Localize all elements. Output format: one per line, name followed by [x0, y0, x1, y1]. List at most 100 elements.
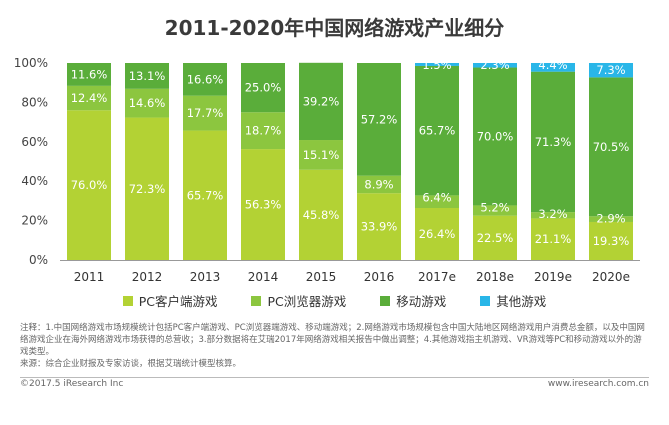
chart-legend: PC客户端游戏 PC浏览器游戏 移动游戏 其他游戏 — [0, 291, 669, 310]
data-label: 15.1% — [303, 148, 340, 162]
data-label: 17.7% — [187, 106, 224, 120]
data-label: 4.4% — [538, 58, 567, 72]
data-label: 76.0% — [71, 178, 108, 192]
legend-label: 其他游戏 — [496, 294, 547, 309]
data-label: 6.4% — [422, 190, 451, 204]
bar-segment — [589, 77, 633, 217]
bar-segment — [415, 195, 459, 208]
x-tick-label: 2019e — [534, 270, 572, 284]
bar-segment — [589, 221, 633, 260]
y-tick-label: 20% — [21, 214, 48, 228]
legend-item: 移动游戏 — [380, 291, 446, 310]
data-label: 39.2% — [303, 94, 340, 108]
data-label: 33.9% — [361, 220, 398, 234]
bar-segment — [67, 110, 111, 260]
legend-swatch — [480, 295, 491, 306]
data-label: 5.2% — [480, 200, 509, 214]
bar-segment — [299, 62, 343, 141]
source-text: 来源：综合企业财报及专家访谈，根据艾瑞统计模型核算。 — [20, 359, 242, 369]
bar-segment — [183, 130, 227, 260]
data-label: 56.3% — [245, 198, 282, 212]
bar-segment — [67, 63, 111, 86]
bar-segment — [531, 63, 575, 72]
data-label: 7.3% — [596, 63, 625, 77]
data-label: 16.6% — [187, 72, 224, 86]
x-tick-label: 2016 — [364, 270, 395, 284]
legend-item: PC客户端游戏 — [122, 291, 218, 310]
y-tick-label: 80% — [21, 95, 48, 109]
x-tick-label: 2011 — [74, 270, 105, 284]
bar-segment — [67, 85, 111, 111]
x-tick-label: 2014 — [248, 270, 279, 284]
x-tick-label: 2012 — [132, 270, 163, 284]
data-label: 12.4% — [71, 91, 108, 105]
y-tick-label: 40% — [21, 174, 48, 188]
data-label: 45.8% — [303, 208, 340, 222]
legend-item: 其他游戏 — [480, 291, 546, 310]
data-label: 65.7% — [419, 124, 456, 138]
bar-segment — [357, 63, 401, 176]
bar-segment — [415, 207, 459, 260]
bar-segment — [531, 71, 575, 213]
copyright-text: ©2017.5 iResearch Inc — [20, 379, 124, 389]
data-label: 19.3% — [593, 234, 630, 248]
bar-segment — [589, 63, 633, 78]
data-label: 21.1% — [535, 232, 572, 246]
notes-text: 注释：1.中国网络游戏市场规模统计包括PC客户端游戏、PC浏览器端游戏、移动端游… — [20, 323, 645, 357]
bar-segment — [183, 95, 227, 131]
data-label: 11.6% — [71, 67, 108, 81]
bar-segment — [531, 218, 575, 260]
x-tick-label: 2018e — [476, 270, 514, 284]
data-label: 57.2% — [361, 112, 398, 126]
bar-segment — [241, 63, 285, 113]
bar-segment — [473, 205, 517, 216]
legend-label: 移动游戏 — [396, 294, 447, 309]
x-tick-label: 2013 — [190, 270, 221, 284]
legend-swatch — [251, 295, 262, 306]
bar-segment — [473, 67, 517, 206]
legend-item: PC浏览器游戏 — [251, 291, 346, 310]
bar-segment — [357, 175, 401, 194]
stacked-bar-chart: 0% 20% 40% 60% 80% 100% 76.0% 12.4% 11.6% 2011 72.… — [14, 56, 640, 284]
x-tick-label: 2015 — [306, 270, 337, 284]
bar-segment — [531, 212, 575, 219]
data-label: 70.0% — [477, 129, 514, 143]
data-label: 14.6% — [129, 96, 166, 110]
data-label: 3.2% — [538, 207, 567, 221]
bar-segment — [125, 117, 169, 260]
y-tick-label: 0% — [29, 253, 48, 267]
bar-segment — [183, 63, 227, 96]
bar-segment — [125, 88, 169, 118]
legend-label: PC客户端游戏 — [138, 294, 218, 309]
y-tick-label: 100% — [14, 56, 48, 70]
y-tick-label: 60% — [21, 135, 48, 149]
website-text: www.iresearch.com.cn — [547, 379, 649, 389]
bar-segment — [241, 112, 285, 150]
data-label: 2.3% — [480, 58, 509, 72]
bar-segment — [125, 63, 169, 89]
bar-segment — [473, 63, 517, 68]
x-tick-label: 2017e — [418, 270, 456, 284]
bar-segment — [357, 193, 401, 260]
data-label: 2.9% — [596, 211, 625, 225]
data-label: 1.5% — [422, 58, 451, 72]
data-label: 13.1% — [129, 69, 166, 83]
bar-segment — [299, 169, 343, 260]
chart-title: 2011-2020年中国网络游戏产业细分 — [164, 16, 505, 40]
x-tick-label: 2020e — [592, 270, 630, 284]
data-label: 22.5% — [477, 231, 514, 245]
data-label: 25.0% — [245, 81, 282, 95]
data-label: 18.7% — [245, 124, 282, 138]
data-label: 71.3% — [535, 135, 572, 149]
legend-swatch — [380, 295, 391, 306]
data-label: 65.7% — [187, 188, 224, 202]
bar-segment — [589, 216, 633, 222]
bar-segment — [473, 215, 517, 260]
bar-segment — [415, 65, 459, 196]
data-label: 8.9% — [364, 177, 393, 191]
chart-notes: 注释：1.中国网络游戏市场规模统计包括PC客户端游戏、PC浏览器端游戏、移动端游… — [20, 322, 650, 370]
bar-segment — [241, 149, 285, 260]
bar-segment — [299, 140, 343, 170]
legend-swatch — [122, 295, 133, 306]
bar-segment — [415, 63, 459, 66]
